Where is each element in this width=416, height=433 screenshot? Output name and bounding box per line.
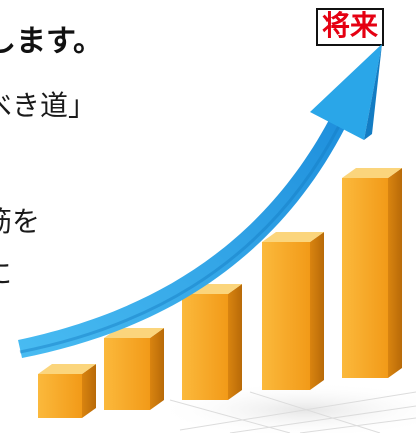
floor-grid	[169, 391, 416, 433]
bar-front	[182, 294, 228, 400]
bar-front	[262, 242, 310, 390]
future-badge: 将来	[316, 8, 385, 46]
bar-top	[342, 168, 402, 178]
bar-front	[104, 338, 150, 410]
bar-top	[104, 328, 164, 338]
bar-top	[38, 364, 96, 374]
bar-1	[38, 364, 96, 418]
bar-2	[104, 328, 164, 410]
bar-side	[228, 284, 242, 400]
bar-top	[262, 232, 324, 242]
bars-group	[38, 168, 402, 418]
heading-text: します。	[0, 24, 103, 59]
bar-front	[342, 178, 388, 378]
body-line-3: に	[0, 252, 12, 292]
bar-side	[150, 328, 164, 410]
body-line-2: 筋を	[0, 205, 41, 238]
bar-3	[182, 284, 242, 400]
bar-4	[262, 232, 324, 390]
bar-side	[388, 168, 402, 378]
bar-5	[342, 168, 402, 378]
bar-front	[38, 374, 82, 418]
bar-side	[310, 232, 324, 390]
rising-arrow-icon	[18, 44, 382, 358]
body-line-1: べき道」	[0, 89, 97, 122]
bar-side	[82, 364, 96, 418]
